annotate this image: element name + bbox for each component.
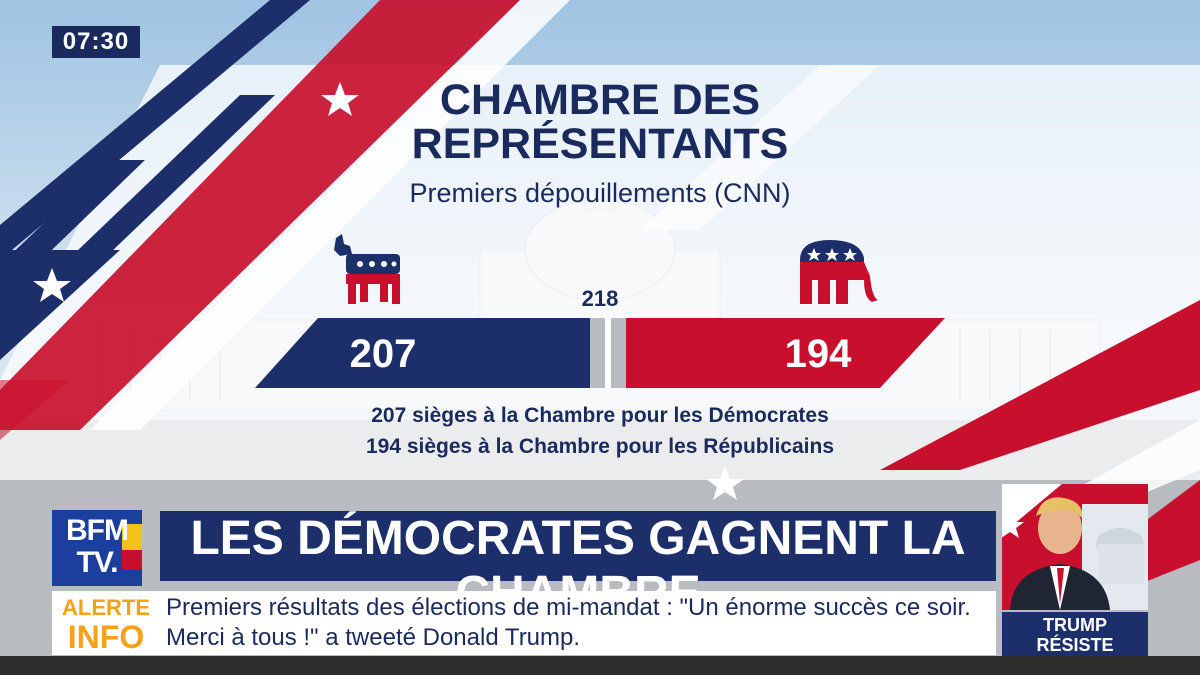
democrats-seat-count: 207 <box>349 332 417 376</box>
bfmtv-logo: BFM TV. <box>52 510 142 586</box>
donkey-icon <box>334 234 400 304</box>
logo-line-2: TV. <box>76 546 119 579</box>
headline-text: LES DÉMOCRATES GAGNENT LA CHAMBRE <box>190 512 966 620</box>
headline-banner: LES DÉMOCRATES GAGNENT LA CHAMBRE <box>160 511 996 620</box>
ticker-text: Premiers résultats des élections de mi-m… <box>166 594 971 651</box>
title-line-1: CHAMBRE DES <box>439 76 761 124</box>
graphic-subtitle: Premiers dépouillements (CNN) <box>409 178 791 208</box>
news-ticker: Premiers résultats des élections de mi-m… <box>160 591 996 655</box>
inset-caption: TRUMP RÉSISTE <box>1002 612 1148 656</box>
inset-caption-line-2: RÉSISTE <box>1036 635 1114 655</box>
logo-line-1: BFM <box>66 514 129 547</box>
majority-threshold: 218 <box>581 286 619 311</box>
democrats-description: 207 sièges à la Chambre pour les Démocra… <box>371 404 829 427</box>
trump-inset-image <box>1002 484 1148 610</box>
clock: 07:30 <box>52 26 140 58</box>
graphic-title: CHAMBRE DES REPRÉSENTANTS <box>360 78 840 166</box>
logo-background <box>52 510 142 586</box>
inset-caption-line-1: TRUMP <box>1043 615 1107 635</box>
republicans-description: 194 sièges à la Chambre pour les Républi… <box>365 435 835 458</box>
alert-info-badge: ALERTE INFO <box>52 591 160 655</box>
info-label: INFO <box>67 619 145 655</box>
elephant-icon <box>800 240 878 304</box>
republicans-seat-count: 194 <box>784 332 852 376</box>
title-line-2: REPRÉSENTANTS <box>411 120 789 168</box>
alert-label: ALERTE <box>62 595 150 620</box>
